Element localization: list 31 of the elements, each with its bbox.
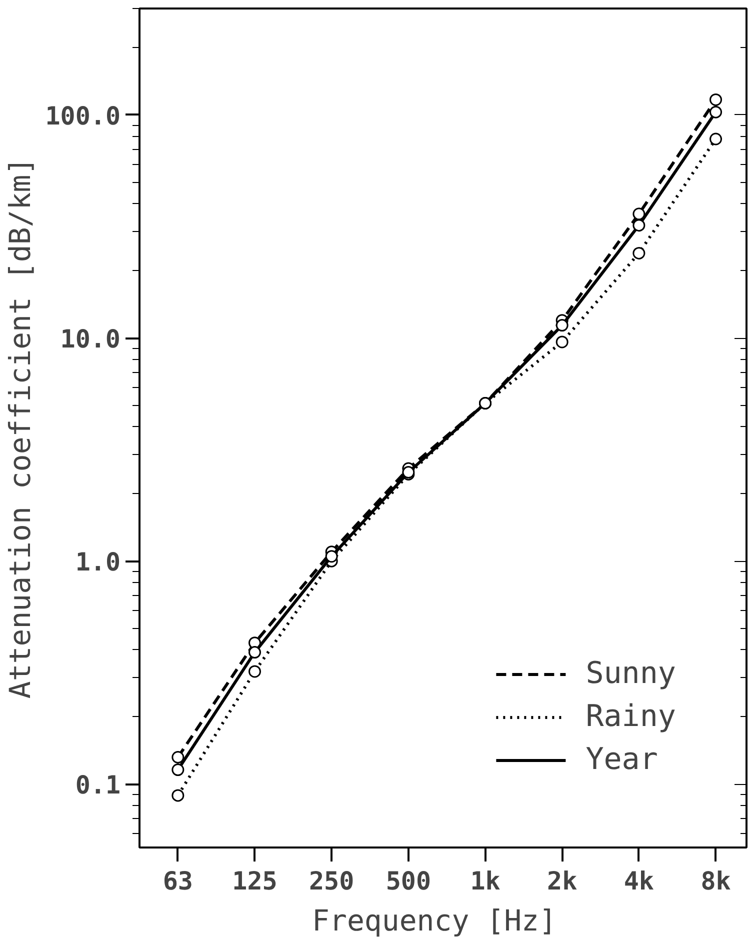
x-tick-label: 250 — [309, 866, 354, 896]
point — [248, 646, 262, 659]
x-tick-label: 8k — [700, 866, 731, 896]
point — [632, 246, 646, 260]
x-axis-title: Frequency [Hz] — [312, 904, 556, 938]
point — [710, 132, 722, 146]
x-tick-label: 2k — [547, 866, 578, 896]
point — [248, 665, 262, 678]
point — [325, 550, 338, 563]
x-tick-label: 4k — [624, 866, 654, 896]
y-tick-label: 1.0 — [75, 548, 120, 577]
legend-label: Rainy — [586, 699, 676, 734]
point — [172, 764, 184, 776]
point — [710, 93, 722, 106]
x-tick-label: 1k — [470, 866, 500, 896]
legend-label: Year — [586, 742, 658, 777]
point — [172, 789, 184, 802]
point — [556, 319, 568, 332]
y-tick-label: 0.1 — [75, 770, 120, 800]
legend-label: Sunny — [586, 656, 676, 691]
point — [632, 219, 646, 232]
x-tick-label: 500 — [386, 866, 432, 896]
point — [172, 751, 184, 764]
x-tick-label: 63 — [162, 866, 193, 896]
x-tick-label: 125 — [232, 866, 278, 896]
point — [632, 208, 646, 220]
y-axis-title: Attenuation coefficient [dB/km] — [3, 157, 38, 699]
point — [556, 336, 568, 348]
y-tick-label: 100.0 — [45, 101, 121, 130]
y-tick-label: 10.0 — [60, 324, 121, 354]
point — [710, 106, 722, 118]
